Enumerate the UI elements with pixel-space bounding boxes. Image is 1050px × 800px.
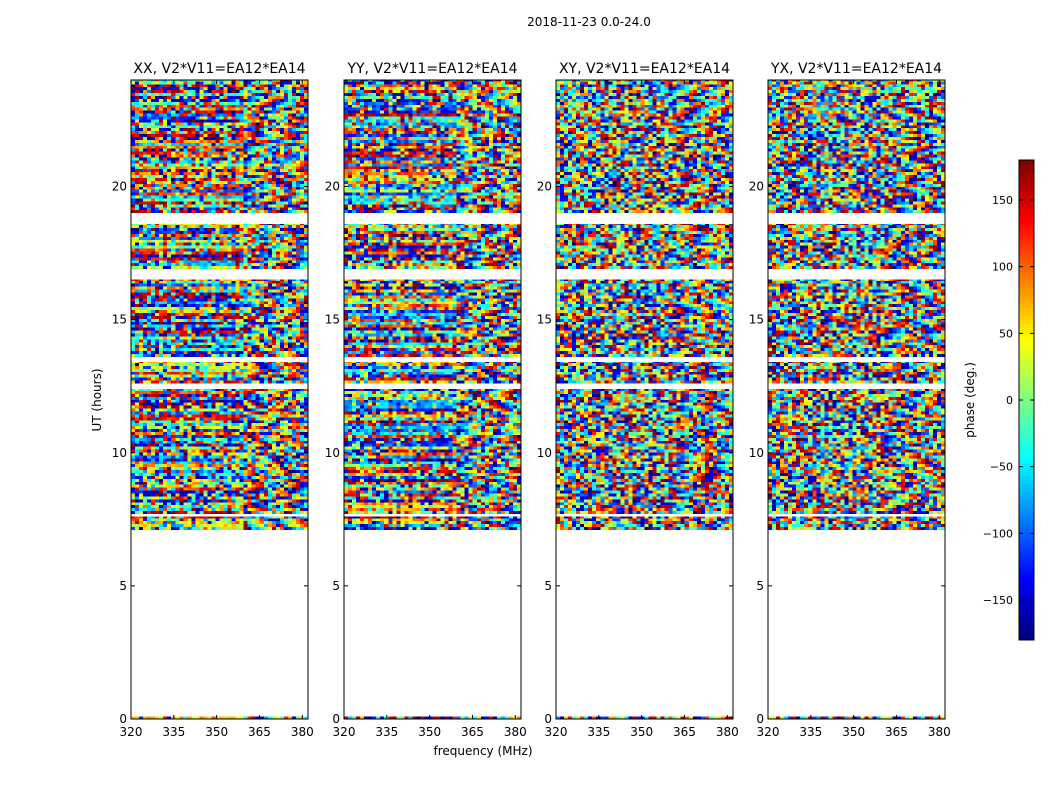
heatmap-cells [131,80,308,719]
panel-title: YY, V2*V11=EA12*EA14 [346,61,517,77]
y-tick-label: 15 [325,313,340,327]
panel-xx: XX, V2*V11=EA12*EA14 320 335 350 365 380 0 5 10 1… [112,61,314,739]
y-tick-label: 0 [756,712,764,726]
y-tick-label: 0 [332,712,340,726]
x-tick-label: 320 [333,725,356,739]
colorbar-tick-label: 0 [1006,394,1013,407]
colorbar-tick-label: 100 [992,261,1013,274]
y-tick-label: 15 [749,313,764,327]
x-tick-label: 320 [545,725,568,739]
panel-yx: YX, V2*V11=EA12*EA14 320 335 350 365 380 0 5 10 1… [749,61,951,739]
colorbar-tick-label: −100 [983,527,1013,540]
panel-title: YX, V2*V11=EA12*EA14 [770,61,942,77]
heatmap-cells [556,80,733,719]
x-tick-label: 320 [120,725,143,739]
phase-figure: 2018-11-23 0.0-24.0 UT (hours) frequency… [0,0,1050,800]
heatmap-cells [768,80,945,719]
y-tick-label: 5 [756,579,764,593]
y-tick-label: 10 [537,446,552,460]
x-tick-label: 380 [504,725,527,739]
y-axis-label: UT (hours) [90,368,104,431]
y-tick-label: 10 [112,446,127,460]
x-tick-label: 350 [842,725,865,739]
x-tick-label: 350 [205,725,228,739]
y-tick-label: 15 [537,313,552,327]
x-tick-label: 380 [291,725,314,739]
x-axis-label: frequency (MHz) [433,744,532,758]
phase-colorbar: −150 −100 −50 0 50 100 150 phase (deg.) [963,160,1034,640]
colorbar-tick-label: 150 [992,194,1013,207]
y-tick-label: 15 [112,313,127,327]
x-tick-label: 365 [885,725,908,739]
x-tick-label: 350 [418,725,441,739]
heatmap-panels: XX, V2*V11=EA12*EA14 320 335 350 365 380 0 5 10 1… [112,61,951,739]
heatmap-cells [344,80,521,719]
x-tick-label: 335 [587,725,610,739]
colorbar-label: phase (deg.) [963,362,977,438]
y-tick-label: 20 [749,180,764,194]
y-tick-label: 0 [119,712,127,726]
y-tick-label: 20 [325,180,340,194]
x-tick-label: 365 [461,725,484,739]
panel-title: XY, V2*V11=EA12*EA14 [559,61,730,77]
y-tick-label: 5 [119,579,127,593]
x-tick-label: 320 [757,725,780,739]
panel-xy: XY, V2*V11=EA12*EA14 320 335 350 365 380 0 5 10 1… [537,61,739,739]
y-tick-label: 5 [544,579,552,593]
figure-title: 2018-11-23 0.0-24.0 [527,15,651,29]
x-tick-label: 380 [928,725,951,739]
colorbar-tick-label: 50 [999,327,1013,340]
y-tick-label: 0 [544,712,552,726]
colorbar-tick-label: −150 [983,594,1013,607]
y-tick-label: 5 [332,579,340,593]
panel-yy: YY, V2*V11=EA12*EA14 320 335 350 365 380 0 5 10 1… [325,61,527,739]
x-tick-label: 365 [248,725,271,739]
y-tick-label: 20 [537,180,552,194]
x-tick-label: 365 [673,725,696,739]
y-tick-label: 20 [112,180,127,194]
x-tick-label: 335 [162,725,185,739]
y-tick-label: 10 [749,446,764,460]
y-tick-label: 10 [325,446,340,460]
panel-title: XX, V2*V11=EA12*EA14 [133,61,305,77]
colorbar-tick-label: −50 [990,461,1013,474]
x-tick-label: 335 [375,725,398,739]
x-tick-label: 380 [716,725,739,739]
x-tick-label: 335 [799,725,822,739]
x-tick-label: 350 [630,725,653,739]
